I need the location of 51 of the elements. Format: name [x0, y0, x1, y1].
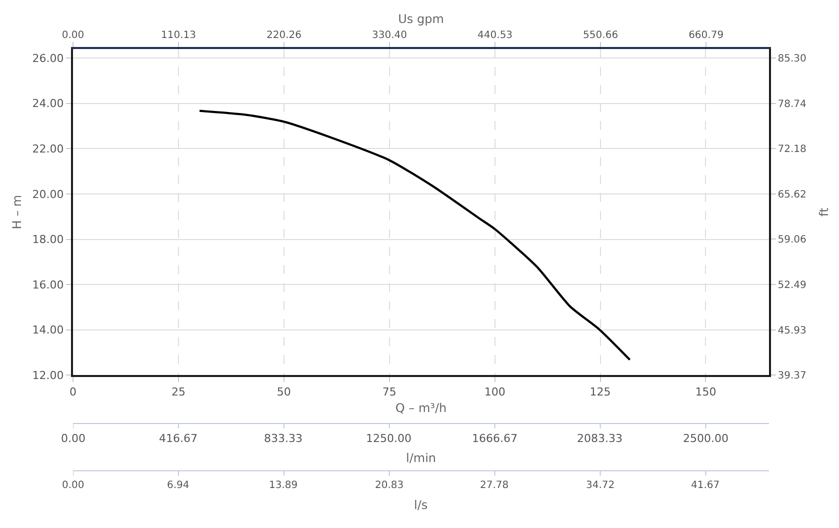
y-tick-label: 24.00 [32, 97, 64, 110]
x-tick-label: 150 [695, 385, 716, 398]
x2-tick-label: 330.40 [372, 30, 408, 41]
y2-tick-label: 85.30 [778, 54, 806, 65]
text: 20.83 [375, 480, 404, 491]
line-series [198, 110, 631, 361]
y-tick-label: 20.00 [32, 188, 64, 201]
y2-tick-label: 59.06 [778, 234, 806, 246]
text: 6.94 [167, 480, 190, 491]
x-tick-label: 75 [382, 385, 396, 398]
y2-tick-label: 52.49 [778, 280, 806, 292]
text: 2500.00 [683, 432, 728, 445]
x2-tick-label: 550.66 [583, 30, 618, 41]
x-tick-label: 50 [276, 385, 291, 398]
x2-tick-label: 660.79 [688, 30, 724, 41]
x-axis-title: Q – m³/h [395, 400, 447, 415]
x-tick-label: 25 [171, 385, 186, 398]
text: l/s [414, 498, 428, 512]
text: l/min [406, 451, 436, 465]
text: 27.78 [480, 480, 509, 491]
y2-tick-label: 65.62 [778, 189, 806, 200]
text: 833.33 [264, 432, 302, 445]
text: 34.72 [586, 480, 615, 491]
y-tick-label: 16.00 [32, 278, 64, 292]
y2-axis-title: ft [816, 207, 831, 216]
y2-tick-label: 78.74 [778, 98, 806, 110]
text: 1250.00 [366, 432, 412, 445]
text: 0.00 [62, 480, 84, 491]
y2-tick-label: 72.18 [778, 144, 806, 156]
x2-tick-label: 220.26 [266, 30, 302, 41]
x2-tick-label: 440.53 [478, 30, 513, 41]
y2-tick-label: 45.93 [778, 325, 806, 336]
y-tick-label: 26.00 [32, 52, 64, 65]
text: 0.00 [61, 432, 86, 445]
text: 416.67 [159, 432, 198, 445]
text: 13.89 [269, 480, 298, 491]
y-tick-label: 18.00 [32, 233, 64, 246]
y-tick-label: 12.00 [32, 369, 64, 382]
x-tick-label: 0 [70, 385, 76, 398]
y-tick-label: 22.00 [32, 142, 64, 156]
y-tick-label: 14.00 [32, 324, 64, 337]
text: 2083.33 [577, 432, 622, 445]
x2-tick-label: 110.13 [161, 30, 196, 41]
x2-axis-title: Us gpm [398, 12, 444, 26]
text: 41.67 [691, 480, 720, 491]
x2-tick-label: 0.00 [62, 30, 84, 41]
x-tick-label: 125 [590, 385, 611, 398]
x-tick-label: 100 [484, 385, 506, 398]
y-axis-title: H – m [10, 194, 24, 230]
text: 1666.67 [472, 432, 518, 445]
y2-tick-label: 39.37 [778, 370, 806, 382]
